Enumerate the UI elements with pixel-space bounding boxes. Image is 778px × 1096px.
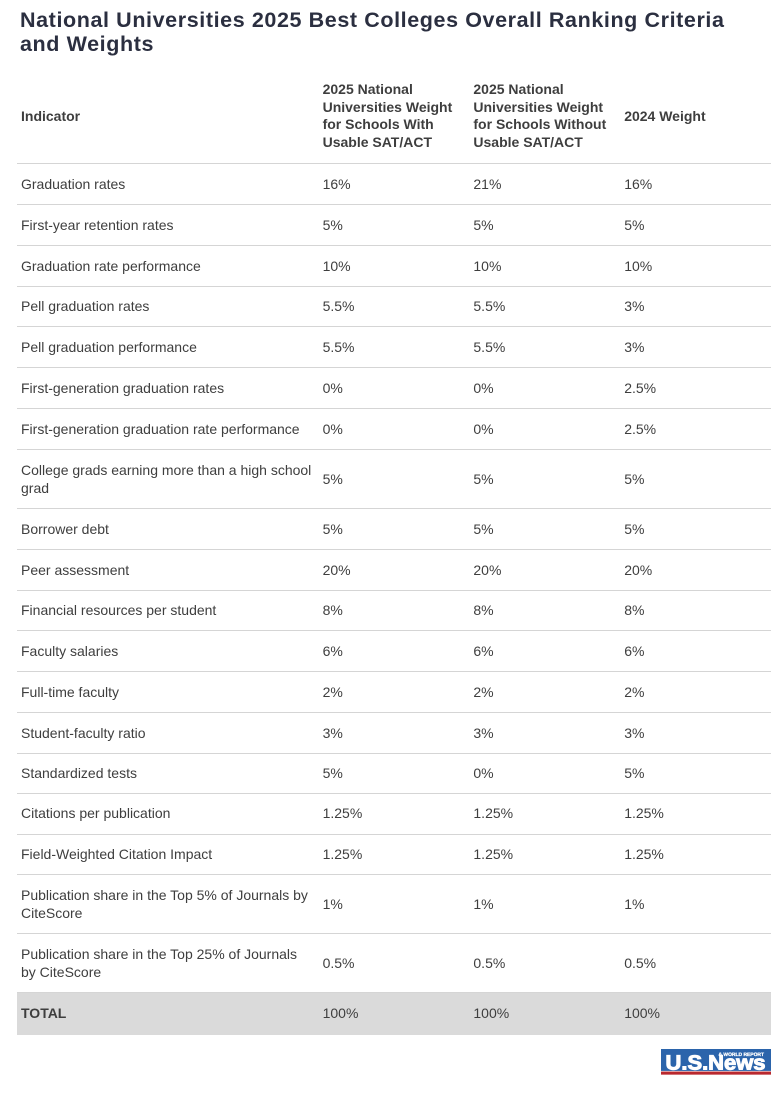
svg-text:U.S.News: U.S.News <box>666 1051 766 1074</box>
svg-text:& WORLD REPORT: & WORLD REPORT <box>719 1052 765 1058</box>
